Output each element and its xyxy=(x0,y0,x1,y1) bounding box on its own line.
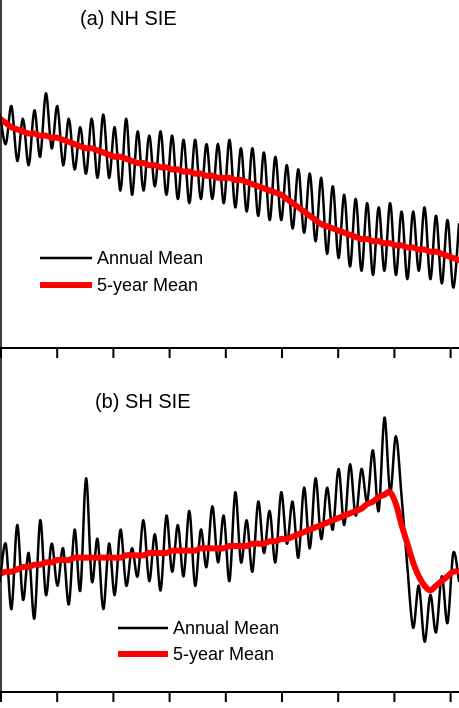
series-line-annual-mean xyxy=(0,416,459,643)
panel-title-nh: (a) NH SIE xyxy=(80,8,177,30)
panel-sh-sie: (b) SH SIE Annual Mean 5-year Mean xyxy=(0,351,459,702)
legend-label-5-year-mean: 5-year Mean xyxy=(97,275,198,295)
legend-nh: Annual Mean 5-year Mean xyxy=(40,248,203,295)
legend-sh: Annual Mean 5-year Mean xyxy=(118,618,279,664)
axes-nh xyxy=(0,0,459,358)
legend-label-annual-mean: Annual Mean xyxy=(173,618,279,638)
legend-label-annual-mean: Annual Mean xyxy=(97,248,203,268)
panel-title-sh: (b) SH SIE xyxy=(95,391,191,413)
series-line-annual-mean xyxy=(0,92,459,289)
plot-area-nh xyxy=(0,92,459,289)
series-line-5-year-mean xyxy=(0,488,459,594)
axes-sh xyxy=(0,351,459,702)
plot-area-sh xyxy=(0,416,459,643)
series-line-5-year-mean xyxy=(0,115,459,264)
panel-nh-sie: (a) NH SIE Annual Mean 5-year Mean xyxy=(0,0,459,358)
legend-label-5-year-mean: 5-year Mean xyxy=(173,644,274,664)
